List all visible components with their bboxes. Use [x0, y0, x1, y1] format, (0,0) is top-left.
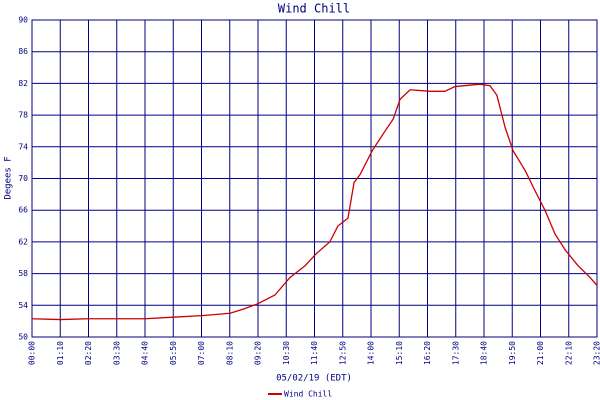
y-tick-label: 58	[18, 269, 28, 278]
x-tick-label: 18:40	[480, 341, 489, 365]
y-tick-label: 74	[18, 142, 28, 151]
y-tick-label: 86	[18, 47, 28, 56]
x-tick-label: 12:50	[338, 341, 347, 365]
x-tick-label: 22:10	[564, 341, 573, 365]
x-axis-label: 05/02/19 (EDT)	[276, 374, 352, 384]
y-tick-label: 50	[18, 333, 28, 342]
x-tick-label: 23:20	[593, 341, 600, 365]
x-tick-label: 08:10	[225, 341, 234, 365]
x-tick-label: 03:30	[112, 341, 121, 365]
x-tick-label: 05:50	[169, 341, 178, 365]
y-tick-label: 66	[18, 206, 28, 215]
x-tick-label: 09:20	[254, 341, 263, 365]
y-axis-label: Degees F	[4, 156, 14, 199]
x-tick-label: 14:00	[367, 341, 376, 365]
x-tick-label: 10:30	[282, 341, 291, 365]
y-tick-label: 70	[18, 174, 28, 183]
x-tick-label: 07:00	[197, 341, 206, 365]
y-tick-label: 54	[18, 301, 28, 310]
x-tick-label: 15:10	[395, 341, 404, 365]
legend-label: Wind Chill	[284, 390, 332, 399]
x-tick-label: 02:20	[84, 341, 93, 365]
x-tick-label: 19:50	[508, 341, 517, 365]
x-tick-label: 11:40	[310, 341, 319, 365]
x-tick-label: 01:10	[56, 341, 65, 365]
x-tick-label: 17:30	[451, 341, 460, 365]
x-tick-label: 21:00	[536, 341, 545, 365]
x-tick-label: 04:40	[141, 341, 150, 365]
y-tick-label: 62	[18, 237, 28, 246]
chart-title: Wind Chill	[278, 2, 350, 16]
y-tick-label: 90	[18, 16, 28, 25]
line	[31, 83, 598, 321]
y-tick-label: 82	[18, 79, 28, 88]
plot-border	[31, 19, 598, 338]
y-tick-label: 78	[18, 111, 28, 120]
x-tick-label: 16:20	[423, 341, 432, 365]
x-tick-label: 00:00	[28, 341, 37, 365]
